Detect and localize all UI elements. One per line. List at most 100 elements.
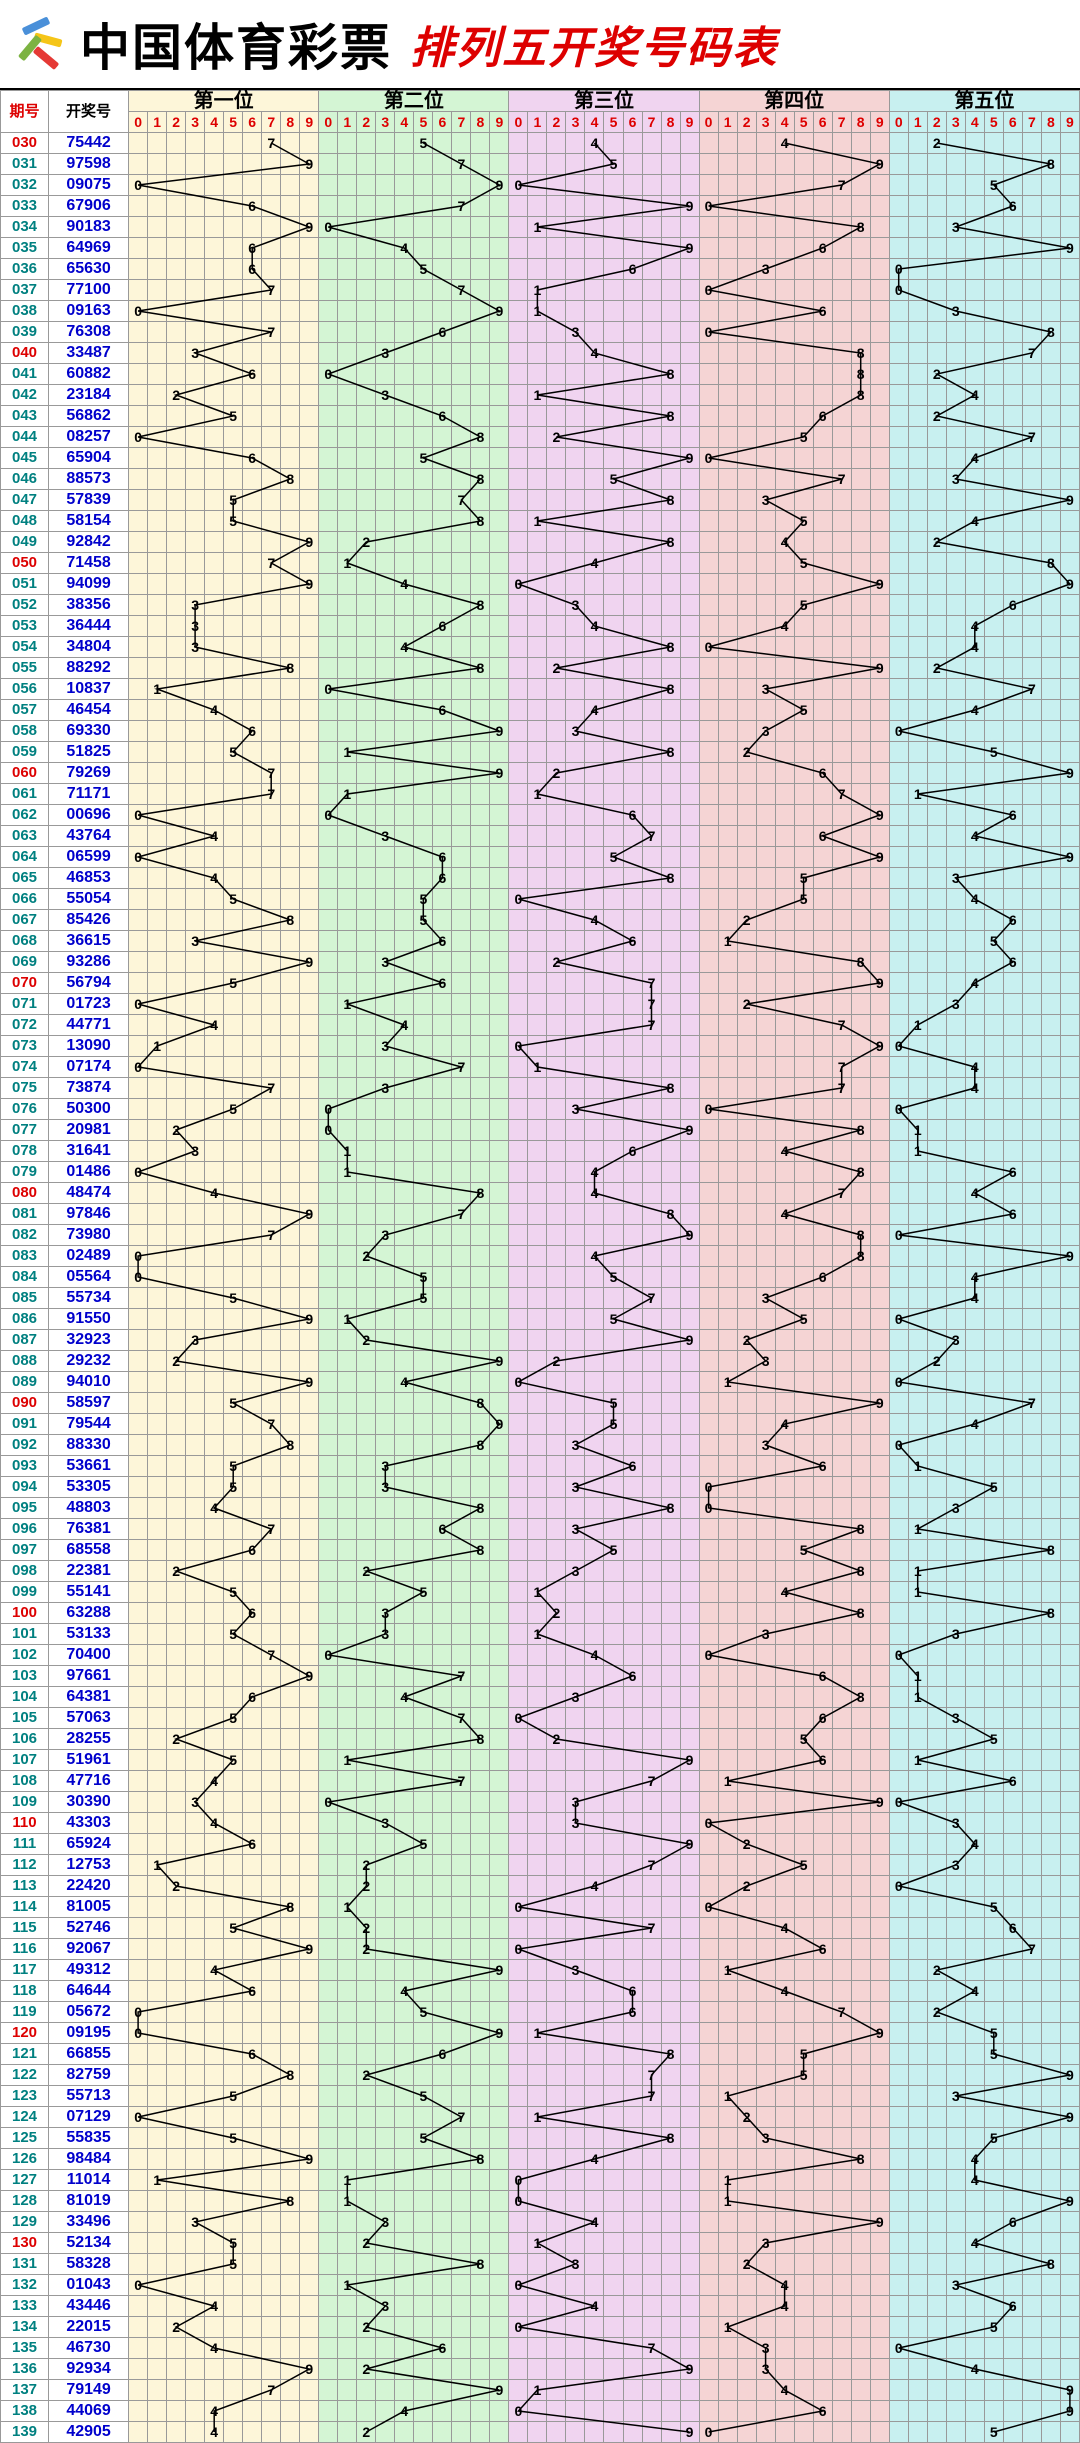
digit-cell (509, 1246, 528, 1267)
digit-cell (984, 1939, 1003, 1960)
digit-cell (813, 1288, 832, 1309)
digit-cell (661, 721, 680, 742)
digit-cell (775, 994, 794, 1015)
digit-cell (984, 1015, 1003, 1036)
digit-cell (908, 490, 927, 511)
digit-cell (262, 1372, 281, 1393)
digit-cell (186, 1540, 205, 1561)
digit-cell (205, 532, 224, 553)
digit-cell (794, 343, 813, 364)
digit-cell (699, 2002, 718, 2023)
number-cell: 50300 (49, 1099, 129, 1120)
digit-cell: 6 (623, 1666, 642, 1687)
digit-cell (186, 1183, 205, 1204)
digit-cell (357, 973, 376, 994)
digit-cell: 0 (129, 847, 148, 868)
digit-cell (870, 1456, 889, 1477)
digit-cell: 4 (395, 637, 414, 658)
digit-cell (604, 385, 623, 406)
digit-cell (224, 1540, 243, 1561)
digit-cell (585, 742, 604, 763)
digit-cell (870, 448, 889, 469)
digit-cell (547, 1393, 566, 1414)
digit-cell (167, 1414, 186, 1435)
digit-cell (927, 301, 946, 322)
digit-cell (281, 889, 300, 910)
digit-cell (414, 553, 433, 574)
digit-cell (851, 1645, 870, 1666)
digit-cell (509, 784, 528, 805)
digit-cell (585, 532, 604, 553)
digit-cell (433, 259, 452, 280)
digit-cell (661, 826, 680, 847)
digit-cell (908, 1897, 927, 1918)
digit-cell: 6 (813, 1708, 832, 1729)
digit-cell (243, 2002, 262, 2023)
digit-cell (1060, 721, 1079, 742)
digit-cell (927, 721, 946, 742)
digit-cell: 7 (452, 154, 471, 175)
digit-cell (490, 1330, 509, 1351)
table-row: 0724477144771 (1, 1015, 1080, 1036)
digit-cell (927, 1162, 946, 1183)
digit-cell (1003, 1351, 1022, 1372)
digit-cell (718, 1813, 737, 1834)
digit-cell (566, 532, 585, 553)
digit-cell (946, 763, 965, 784)
digit-cell: 6 (813, 1750, 832, 1771)
digit-cell (1003, 511, 1022, 532)
digit-cell: 5 (604, 1393, 623, 1414)
digit-cell (699, 595, 718, 616)
digit-cell (585, 1897, 604, 1918)
digit-cell (1003, 973, 1022, 994)
digit-cell (205, 742, 224, 763)
digit-cell (642, 1120, 661, 1141)
digit-cell (566, 238, 585, 259)
digit-cell (794, 280, 813, 301)
digit-cell (338, 1771, 357, 1792)
digit-cell (186, 784, 205, 805)
digit-cell (813, 217, 832, 238)
digit-cell (547, 1960, 566, 1981)
digit-cell (851, 1855, 870, 1876)
digit-cell (794, 532, 813, 553)
period-cell: 077 (1, 1120, 49, 1141)
digit-cell (1041, 1057, 1060, 1078)
number-cell: 88292 (49, 658, 129, 679)
digit-cell: 7 (832, 1183, 851, 1204)
digit-cell (1041, 1393, 1060, 1414)
digit-cell (148, 2002, 167, 2023)
digit-cell: 1 (908, 1015, 927, 1036)
digit-cell (129, 952, 148, 973)
digit-cell (680, 553, 699, 574)
digit-cell (1041, 238, 1060, 259)
digit-cell (832, 1708, 851, 1729)
digit-cell (281, 1057, 300, 1078)
digit-cell (262, 154, 281, 175)
digit-cell (1060, 1456, 1079, 1477)
digit-cell: 5 (984, 931, 1003, 952)
digit-cell (699, 994, 718, 1015)
digit-cell (566, 385, 585, 406)
digit-cell: 3 (186, 1141, 205, 1162)
digit-cell (566, 637, 585, 658)
digit-cell (984, 427, 1003, 448)
digit-cell: 8 (281, 1897, 300, 1918)
digit-cell (414, 1729, 433, 1750)
digit-cell (357, 1456, 376, 1477)
digit-cell (908, 1162, 927, 1183)
digit-cell: 8 (1041, 1603, 1060, 1624)
digit-cell (1060, 1813, 1079, 1834)
digit-cell (585, 1057, 604, 1078)
digit-cell (471, 1561, 490, 1582)
digit-cell (832, 259, 851, 280)
digit-cell (224, 322, 243, 343)
digit-cell: 5 (794, 868, 813, 889)
digit-cell (946, 1519, 965, 1540)
digit-cell (642, 1561, 661, 1582)
digit-cell (376, 133, 395, 154)
digit-cell (281, 427, 300, 448)
digit-cell (984, 133, 1003, 154)
digit-cell (984, 1288, 1003, 1309)
digit-cell (642, 448, 661, 469)
